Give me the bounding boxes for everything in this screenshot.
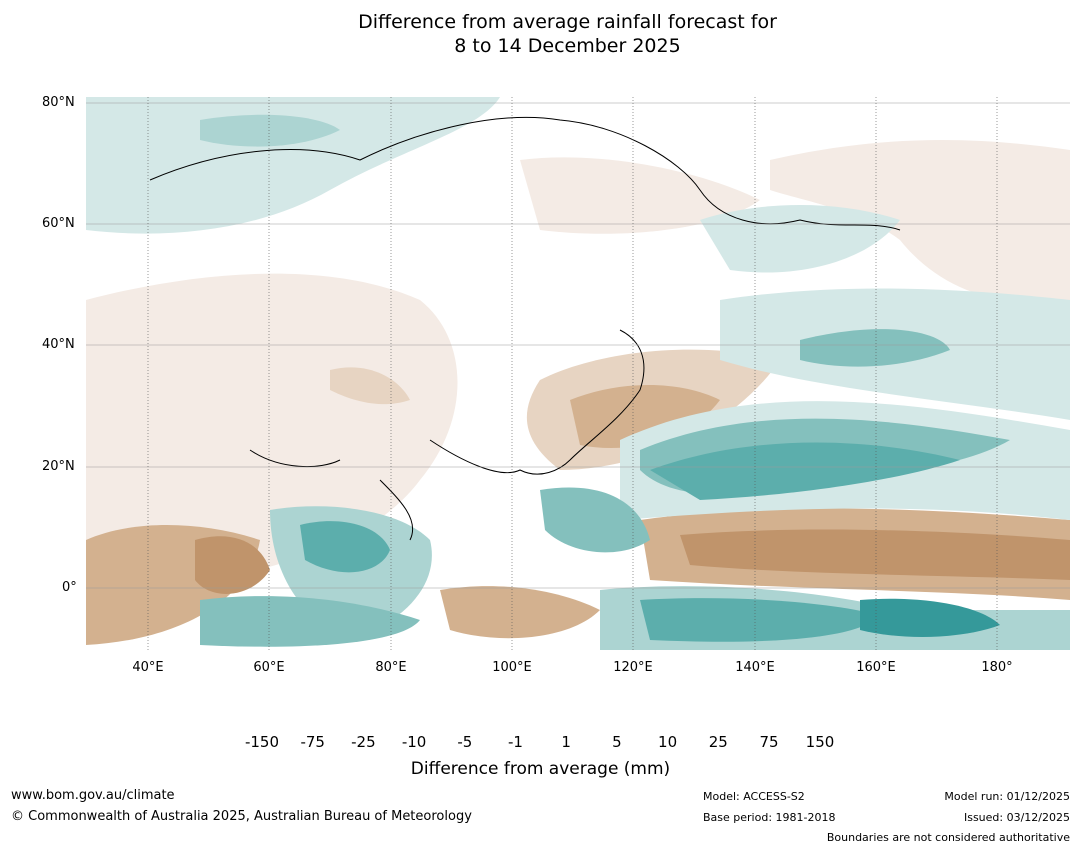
colorbar-tick: 25	[708, 733, 728, 751]
colorbar-tick: -75	[300, 733, 325, 751]
dry-zone	[680, 529, 1070, 580]
wet-zone	[640, 598, 880, 642]
lon-label: 60°E	[253, 660, 285, 675]
wet-zone	[650, 442, 960, 500]
boundary-disclaimer: Boundaries are not considered authoritat…	[826, 831, 1070, 844]
title-line-1: Difference from average rainfall forecas…	[358, 11, 777, 33]
dry-zone	[520, 157, 760, 234]
colorbar-tick: -1	[508, 733, 523, 751]
wet-zone	[540, 487, 650, 553]
lon-label: 80°E	[375, 660, 407, 675]
dry-zone	[570, 385, 720, 448]
colorbar-tick: -10	[401, 733, 427, 751]
lat-label: 80°N	[42, 95, 75, 110]
parallels	[86, 102, 1070, 589]
title-line-2: 8 to 14 December 2025	[454, 35, 681, 57]
colorbar-tick: -5	[457, 733, 473, 751]
dry-zone	[195, 536, 270, 594]
colorbar-tick: 5	[612, 733, 622, 751]
model-run-date: Model run: 01/12/2025	[944, 790, 1070, 803]
colorbar-title: Difference from average (mm)	[410, 759, 671, 779]
dry-zone	[770, 140, 1070, 303]
lon-label: 180°	[981, 660, 1013, 675]
meridians	[147, 97, 998, 650]
wet-zone	[86, 97, 500, 234]
lat-label: 0°	[62, 580, 77, 595]
lat-label: 40°N	[42, 337, 75, 352]
website-link[interactable]: www.bom.gov.au/climate	[11, 788, 175, 803]
lon-label: 100°E	[492, 660, 532, 675]
dry-zone	[440, 586, 600, 639]
model-name: Model: ACCESS-S2	[703, 790, 805, 803]
colorbar-tick: 150	[805, 733, 835, 751]
colorbar-tick: -150	[244, 733, 280, 751]
wet-zone	[860, 598, 1000, 637]
colorbar-tick: 1	[561, 733, 571, 751]
colorbar-tick: 75	[759, 733, 779, 751]
lon-label: 120°E	[613, 660, 653, 675]
lon-label: 40°E	[132, 660, 164, 675]
issued-date: Issued: 03/12/2025	[963, 811, 1070, 824]
coastline	[149, 116, 901, 541]
wet-zone	[800, 329, 950, 367]
wet-zone	[200, 596, 420, 647]
wet-zone	[300, 521, 390, 573]
copyright: © Commonwealth of Australia 2025, Austra…	[11, 809, 472, 824]
colorbar-tick: -25	[351, 733, 376, 751]
anomaly-field	[86, 97, 1070, 650]
lon-label: 160°E	[856, 660, 896, 675]
lat-label: 60°N	[42, 216, 75, 231]
map-title: Difference from average rainfall forecas…	[0, 10, 1081, 58]
colorbar-tick: 10	[658, 733, 678, 751]
dry-zone	[330, 367, 410, 405]
lat-label: 20°N	[42, 459, 75, 474]
rainfall-map	[86, 97, 1070, 650]
base-period: Base period: 1981-2018	[703, 811, 836, 824]
lon-label: 140°E	[735, 660, 775, 675]
wet-zone	[200, 114, 340, 147]
